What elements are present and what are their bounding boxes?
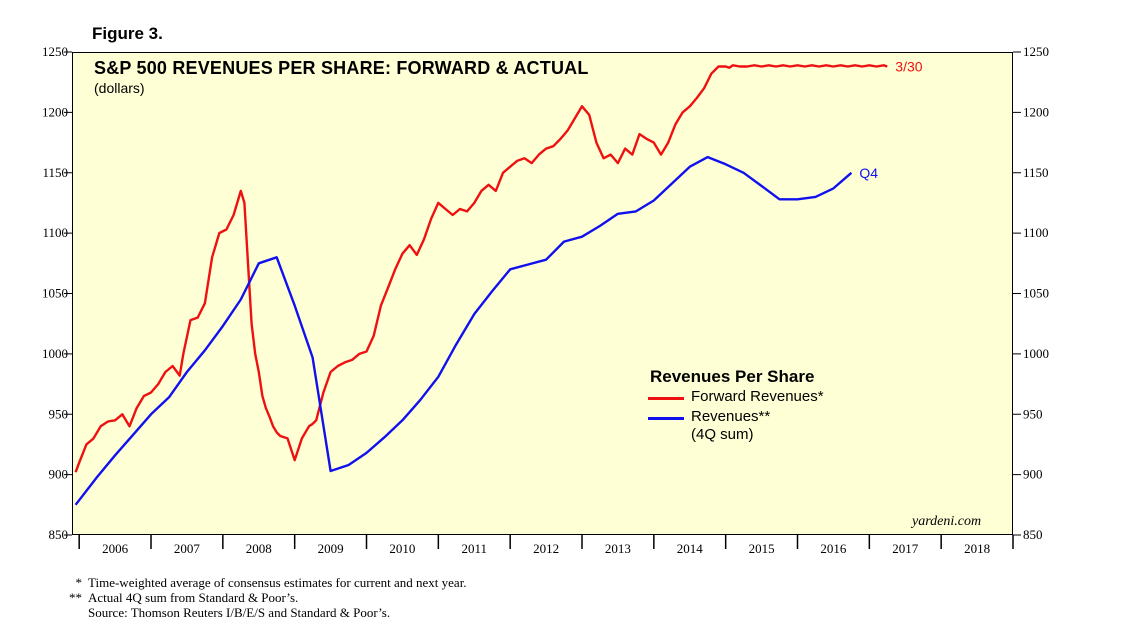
series-line-actual	[74, 155, 853, 506]
footnotes: * Time-weighted average of consensus est…	[56, 575, 467, 620]
y-tick-label-right: 1050	[1023, 286, 1049, 301]
footnote-row: ** Actual 4Q sum from Standard & Poor’s.	[56, 590, 467, 605]
legend-item-forward: Forward Revenues*	[648, 388, 824, 406]
x-tick-label: 2012	[533, 541, 559, 556]
x-tick-label: 2018	[964, 541, 990, 556]
footnote-mark	[56, 605, 88, 620]
y-tick-label-right: 950	[1023, 406, 1043, 421]
y-tick-label-left: 900	[49, 467, 69, 482]
plot-area	[72, 52, 1013, 535]
series-line-forward	[74, 64, 888, 473]
end-labels: 3/30 Q4	[859, 58, 922, 180]
legend-sublabel-actual: (4Q sum)	[691, 426, 754, 443]
x-tick-label: 2011	[461, 541, 487, 556]
legend-swatch-forward	[648, 397, 684, 400]
y-tick-label-left: 1050	[42, 286, 68, 301]
y-tick-label-right: 1000	[1023, 346, 1049, 361]
legend-label-forward: Forward Revenues*	[691, 388, 824, 405]
footnote-text: Source: Thomson Reuters I/B/E/S and Stan…	[88, 605, 391, 620]
legend-swatch-actual	[648, 417, 684, 420]
x-tick-label: 2009	[318, 541, 344, 556]
x-tick-label: 2015	[749, 541, 775, 556]
y-tick-label-left: 1200	[42, 104, 68, 119]
end-label-forward: 3/30	[895, 58, 922, 74]
x-tick-label: 2016	[820, 541, 847, 556]
footnote-text: Actual 4Q sum from Standard & Poor’s.	[88, 590, 299, 605]
legend-item-actual: Revenues** (4Q sum)	[648, 408, 770, 444]
x-tick-label: 2007	[174, 541, 201, 556]
figure-label: Figure 3.	[92, 24, 163, 43]
x-tick-label: 2008	[246, 541, 272, 556]
x-tick-label: 2013	[605, 541, 631, 556]
chart-subtitle: (dollars)	[94, 80, 145, 96]
y-tick-label-right: 1200	[1023, 104, 1049, 119]
footnote-row: Source: Thomson Reuters I/B/E/S and Stan…	[56, 605, 467, 620]
source-watermark: yardeni.com	[912, 514, 982, 529]
chart-title: S&P 500 REVENUES PER SHARE: FORWARD & AC…	[94, 58, 589, 78]
y-tick-label-right: 1150	[1023, 165, 1049, 180]
legend-label-actual: Revenues**	[691, 408, 771, 425]
x-tick-label: 2010	[389, 541, 415, 556]
end-label-actual: Q4	[859, 165, 878, 181]
footnote-row: * Time-weighted average of consensus est…	[56, 575, 467, 590]
chart-series	[74, 64, 888, 506]
footnote-text: Time-weighted average of consensus estim…	[88, 575, 467, 590]
y-tick-label-left: 1000	[42, 346, 68, 361]
y-tick-label-right: 1100	[1023, 225, 1049, 240]
y-tick-label-right: 900	[1023, 467, 1043, 482]
y-tick-label-left: 950	[49, 406, 69, 421]
footnote-mark: **	[69, 590, 82, 605]
x-tick-label: 2014	[677, 541, 704, 556]
x-tick-label: 2017	[892, 541, 919, 556]
chart-axes: 850 850 900 900 950 950 1000 1000 1050 1050 1100 11…	[42, 44, 1049, 556]
y-tick-label-left: 1150	[42, 165, 68, 180]
y-tick-label-left: 1250	[42, 44, 68, 59]
legend-title: Revenues Per Share	[650, 367, 815, 386]
y-tick-label-left: 1100	[42, 225, 68, 240]
y-tick-label-right: 850	[1023, 527, 1043, 542]
y-tick-label-left: 850	[49, 527, 69, 542]
footnote-mark: *	[75, 575, 83, 590]
y-tick-label-right: 1250	[1023, 44, 1049, 59]
x-tick-label: 2006	[102, 541, 129, 556]
